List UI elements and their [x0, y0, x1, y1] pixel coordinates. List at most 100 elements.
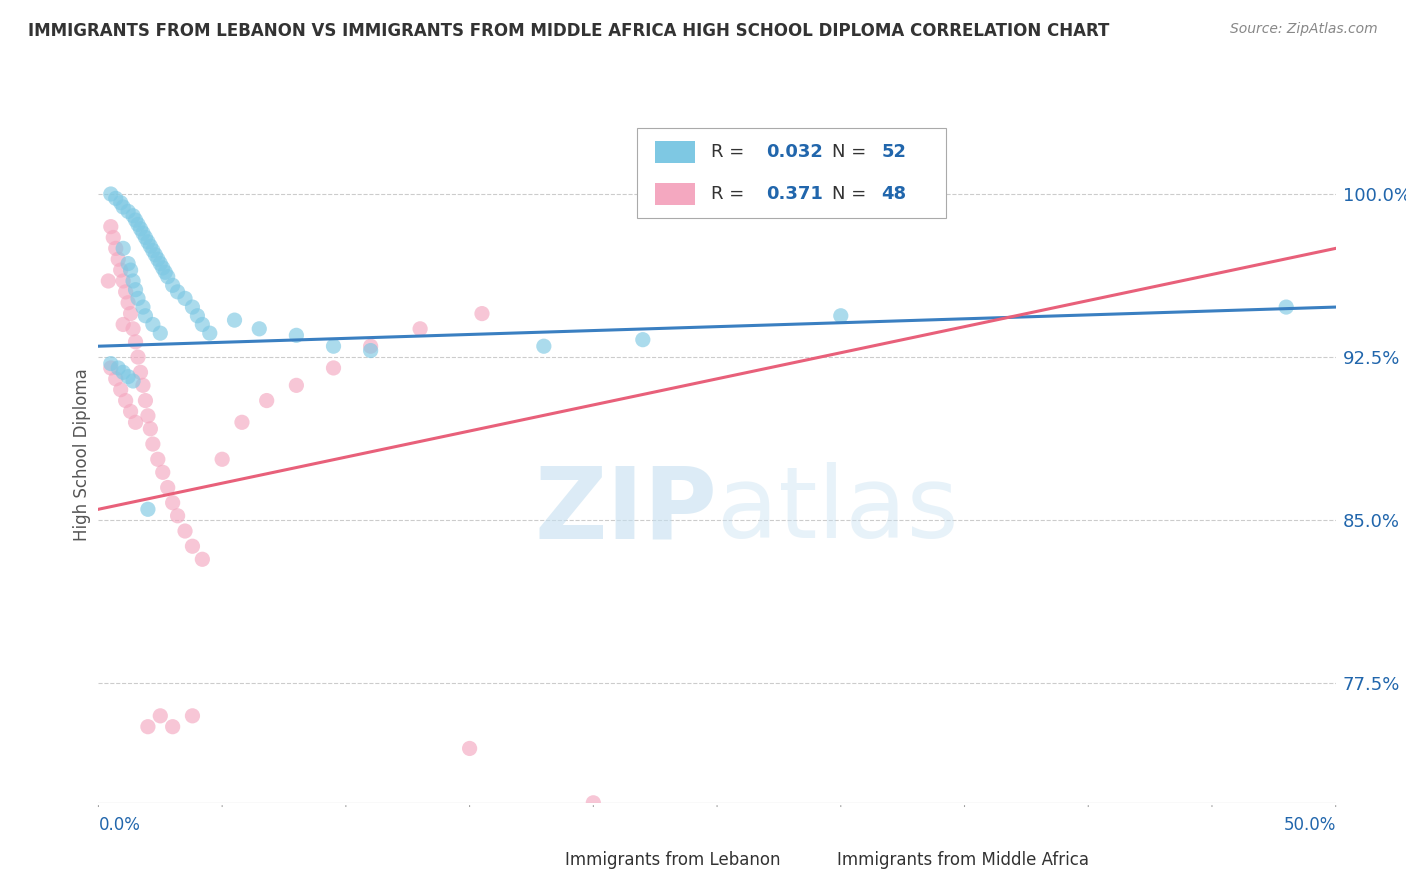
Point	[360, 343, 382, 358]
Text: R =: R =	[711, 144, 749, 161]
Point	[107, 252, 129, 267]
Point	[142, 244, 165, 258]
Text: atlas: atlas	[717, 462, 959, 559]
Point	[127, 350, 149, 364]
Text: R =: R =	[711, 185, 749, 203]
Point	[224, 313, 246, 327]
Point	[162, 496, 184, 510]
Point	[1275, 300, 1298, 314]
Point	[256, 393, 278, 408]
Point	[285, 328, 308, 343]
Point	[134, 309, 156, 323]
Text: 50.0%: 50.0%	[1284, 816, 1336, 834]
Point	[97, 274, 120, 288]
Point	[149, 708, 172, 723]
Point	[181, 300, 204, 314]
Point	[120, 404, 142, 418]
Point	[582, 796, 605, 810]
Point	[124, 283, 146, 297]
Point	[181, 539, 204, 553]
FancyBboxPatch shape	[792, 849, 828, 871]
Point	[132, 226, 155, 240]
Text: N =: N =	[832, 144, 872, 161]
FancyBboxPatch shape	[655, 141, 695, 163]
Point	[139, 239, 162, 253]
Point	[409, 322, 432, 336]
Point	[152, 465, 174, 479]
Point	[112, 200, 135, 214]
FancyBboxPatch shape	[655, 183, 695, 205]
Point	[107, 360, 129, 375]
Point	[132, 378, 155, 392]
Point	[533, 339, 555, 353]
Point	[122, 322, 145, 336]
Text: 0.371: 0.371	[766, 185, 824, 203]
Point	[104, 372, 127, 386]
Point	[162, 278, 184, 293]
Point	[139, 422, 162, 436]
Point	[156, 481, 179, 495]
Point	[136, 409, 159, 423]
Point	[458, 741, 481, 756]
Point	[631, 333, 654, 347]
Point	[100, 360, 122, 375]
Text: 0.0%: 0.0%	[98, 816, 141, 834]
Point	[110, 195, 132, 210]
Text: Immigrants from Middle Africa: Immigrants from Middle Africa	[837, 851, 1090, 869]
Text: 0.032: 0.032	[766, 144, 824, 161]
Point	[114, 285, 136, 299]
Point	[114, 393, 136, 408]
Point	[174, 524, 197, 538]
Point	[104, 241, 127, 255]
Point	[117, 295, 139, 310]
Point	[129, 222, 152, 236]
Point	[117, 204, 139, 219]
Point	[112, 241, 135, 255]
Point	[124, 415, 146, 429]
Point	[186, 309, 208, 323]
Point	[132, 300, 155, 314]
Point	[322, 360, 344, 375]
Point	[136, 720, 159, 734]
Point	[285, 378, 308, 392]
Point	[100, 219, 122, 234]
Point	[191, 552, 214, 566]
Point	[149, 257, 172, 271]
Point	[112, 274, 135, 288]
Point	[142, 437, 165, 451]
Point	[146, 252, 169, 267]
Point	[152, 260, 174, 275]
Text: N =: N =	[832, 185, 872, 203]
Point	[181, 708, 204, 723]
Point	[122, 274, 145, 288]
Point	[100, 357, 122, 371]
Point	[104, 191, 127, 205]
Point	[134, 230, 156, 244]
Point	[143, 248, 166, 262]
Y-axis label: High School Diploma: High School Diploma	[73, 368, 91, 541]
Point	[112, 365, 135, 379]
Point	[322, 339, 344, 353]
Point	[110, 383, 132, 397]
Point	[360, 339, 382, 353]
Point	[120, 263, 142, 277]
Text: 52: 52	[882, 144, 907, 161]
Text: 48: 48	[882, 185, 907, 203]
Point	[174, 291, 197, 305]
Point	[134, 393, 156, 408]
Point	[247, 322, 270, 336]
Point	[155, 265, 177, 279]
Point	[146, 452, 169, 467]
Point	[129, 365, 152, 379]
Point	[830, 309, 852, 323]
Point	[112, 318, 135, 332]
Text: IMMIGRANTS FROM LEBANON VS IMMIGRANTS FROM MIDDLE AFRICA HIGH SCHOOL DIPLOMA COR: IMMIGRANTS FROM LEBANON VS IMMIGRANTS FR…	[28, 22, 1109, 40]
Point	[124, 213, 146, 227]
Point	[166, 508, 188, 523]
Point	[124, 334, 146, 349]
Point	[211, 452, 233, 467]
Point	[231, 415, 253, 429]
Text: Source: ZipAtlas.com: Source: ZipAtlas.com	[1230, 22, 1378, 37]
Point	[122, 209, 145, 223]
Text: Immigrants from Lebanon: Immigrants from Lebanon	[565, 851, 780, 869]
